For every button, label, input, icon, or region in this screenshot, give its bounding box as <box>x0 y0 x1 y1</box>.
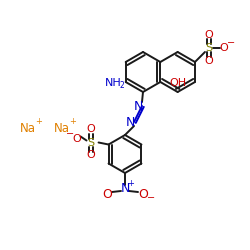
Text: S: S <box>87 138 94 147</box>
Text: Na: Na <box>20 122 36 134</box>
Text: +: + <box>36 118 43 126</box>
Text: O: O <box>138 188 148 200</box>
Text: −: − <box>147 193 155 203</box>
Text: O: O <box>204 30 213 40</box>
Text: O: O <box>86 150 95 160</box>
Text: OH: OH <box>170 78 187 88</box>
Text: O: O <box>204 56 213 66</box>
Text: +: + <box>128 180 134 188</box>
Text: N: N <box>125 116 135 128</box>
Text: NH: NH <box>105 78 122 88</box>
Text: S: S <box>206 43 212 53</box>
Text: N: N <box>120 182 130 196</box>
Text: −: − <box>227 38 235 48</box>
Text: O: O <box>72 134 81 143</box>
Text: −: − <box>66 128 74 138</box>
Text: +: + <box>70 118 76 126</box>
Text: 2: 2 <box>119 82 124 90</box>
Text: Na: Na <box>54 122 70 134</box>
Text: N: N <box>133 100 143 112</box>
Text: O: O <box>220 43 228 53</box>
Text: O: O <box>102 188 112 200</box>
Text: O: O <box>86 124 95 134</box>
